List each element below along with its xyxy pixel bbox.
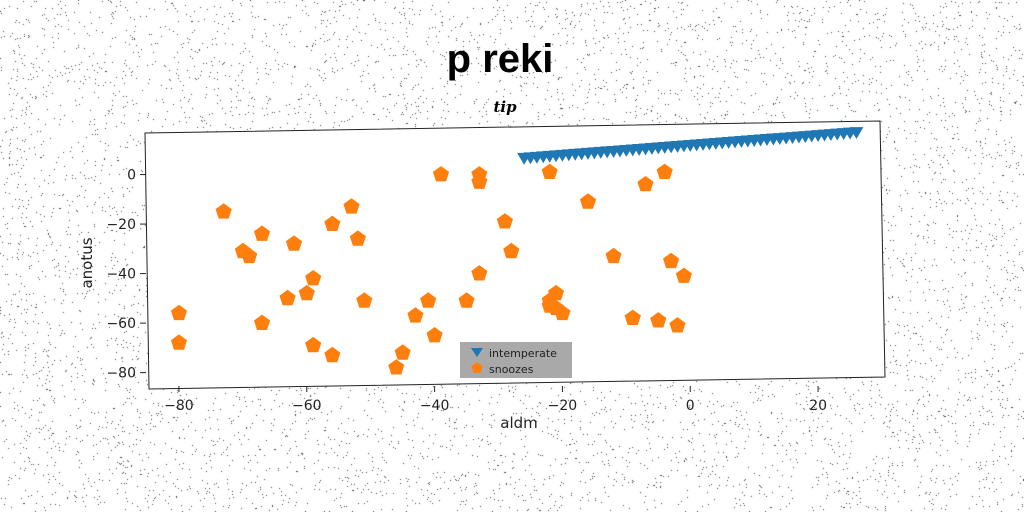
data-point-snoozes	[241, 247, 258, 264]
data-point-snoozes	[298, 284, 315, 301]
data-point-snoozes	[554, 304, 571, 321]
data-point-snoozes	[675, 267, 692, 283]
x-tick-label: 0	[686, 398, 695, 414]
legend-marker-snoozes	[471, 362, 483, 373]
data-point-snoozes	[170, 334, 187, 350]
data-point-snoozes	[650, 312, 667, 328]
data-point-snoozes	[496, 213, 513, 229]
data-point-snoozes	[305, 270, 322, 286]
data-point-snoozes	[656, 163, 673, 179]
data-point-snoozes	[324, 215, 341, 231]
y-tick-label: −20	[106, 217, 136, 233]
legend: intemperate snoozes	[460, 342, 572, 378]
data-point-snoozes	[254, 314, 271, 330]
data-point-snoozes	[541, 163, 558, 179]
x-tick-label: −80	[164, 398, 194, 414]
data-point-snoozes	[426, 327, 443, 343]
x-tick-label: 20	[809, 398, 827, 414]
data-point-snoozes	[285, 235, 303, 251]
plot-area: −80 −60 −40 −20 0 20 0 −20 −40 −60 −80	[106, 120, 886, 414]
x-tick-label: −60	[292, 398, 322, 414]
data-point-snoozes	[388, 359, 405, 375]
data-point-snoozes	[279, 289, 296, 306]
data-point-snoozes	[420, 292, 437, 308]
data-point-snoozes	[471, 166, 488, 182]
data-point-snoozes	[324, 346, 341, 363]
y-axis-ticks: 0 −20 −40 −60 −80	[106, 168, 146, 382]
data-point-snoozes	[432, 166, 450, 182]
data-point-snoozes	[407, 307, 424, 323]
data-point-snoozes	[605, 247, 622, 264]
data-point-snoozes	[579, 193, 597, 209]
legend-label-intemperate: intemperate	[489, 347, 557, 360]
x-axis-ticks: −80 −60 −40 −20 0 20	[164, 386, 827, 414]
data-point-snoozes	[624, 309, 641, 325]
data-point-snoozes	[458, 292, 475, 308]
legend-label-snoozes: snoozes	[489, 363, 534, 376]
y-tick-label: −60	[106, 316, 136, 332]
x-tick-label: −20	[548, 398, 578, 414]
data-point-snoozes	[343, 198, 360, 214]
chart-title: p reki	[447, 37, 554, 81]
legend-marker-intemperate	[471, 348, 483, 357]
data-point-snoozes	[356, 292, 373, 308]
series-snoozes	[170, 163, 692, 375]
data-point-snoozes	[305, 336, 322, 353]
data-point-intemperate	[849, 127, 864, 140]
y-tick-label: −80	[106, 366, 136, 382]
y-axis-label: anotus	[78, 237, 96, 288]
data-point-snoozes	[548, 284, 565, 301]
data-point-snoozes	[215, 203, 232, 219]
data-point-snoozes	[471, 265, 488, 281]
data-point-snoozes	[349, 230, 366, 246]
data-point-snoozes	[503, 242, 520, 259]
y-tick-label: 0	[127, 168, 136, 184]
data-point-snoozes	[394, 344, 411, 360]
data-point-snoozes	[669, 317, 686, 333]
chart-subtitle: tip	[493, 98, 517, 116]
series-intemperate	[517, 127, 864, 165]
x-axis-label: aldm	[500, 414, 538, 432]
x-tick-label: −40	[420, 398, 450, 414]
data-point-snoozes	[637, 176, 654, 192]
data-point-snoozes	[170, 304, 187, 321]
data-point-snoozes	[663, 252, 680, 269]
data-point-snoozes	[254, 225, 271, 241]
y-tick-label: −40	[106, 267, 136, 283]
